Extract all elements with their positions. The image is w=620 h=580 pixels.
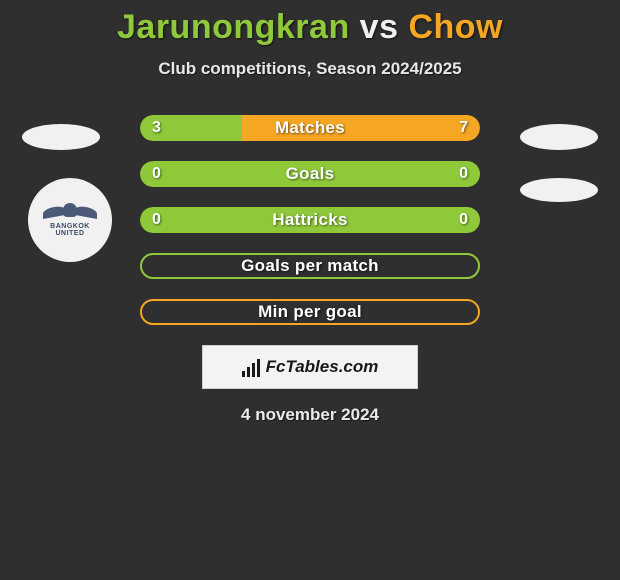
player1-avatar-oval bbox=[22, 124, 100, 150]
stat-label: Matches bbox=[140, 115, 480, 141]
brand-text: FcTables.com bbox=[266, 357, 379, 377]
title-player2: Chow bbox=[408, 8, 503, 46]
footer-date: 4 november 2024 bbox=[0, 405, 620, 425]
stat-row: Min per goal bbox=[140, 299, 480, 325]
stat-row: 00Goals bbox=[140, 161, 480, 187]
stat-label: Hattricks bbox=[140, 207, 480, 233]
player1-club-badge: BANGKOKUNITED bbox=[28, 178, 112, 262]
player2-club-oval bbox=[520, 178, 598, 202]
stat-rows: 37Matches 00Goals 00Hattricks Goals per mat… bbox=[140, 115, 480, 325]
club-badge-wings-icon bbox=[43, 203, 97, 221]
title-vs: vs bbox=[360, 8, 399, 46]
stat-label: Min per goal bbox=[142, 301, 478, 323]
brand-bars-icon bbox=[242, 357, 260, 377]
comparison-card: Jarunongkran vs Chow Club competitions, … bbox=[0, 0, 620, 425]
subtitle: Club competitions, Season 2024/2025 bbox=[0, 59, 620, 79]
club-badge-text: BANGKOKUNITED bbox=[50, 223, 90, 238]
title-player1: Jarunongkran bbox=[117, 8, 350, 46]
page-title: Jarunongkran vs Chow bbox=[0, 8, 620, 47]
stat-row: 00Hattricks bbox=[140, 207, 480, 233]
stat-label: Goals bbox=[140, 161, 480, 187]
stat-row: Goals per match bbox=[140, 253, 480, 279]
stat-row: 37Matches bbox=[140, 115, 480, 141]
player2-avatar-oval bbox=[520, 124, 598, 150]
brand-box: FcTables.com bbox=[202, 345, 418, 389]
stat-label: Goals per match bbox=[142, 255, 478, 277]
